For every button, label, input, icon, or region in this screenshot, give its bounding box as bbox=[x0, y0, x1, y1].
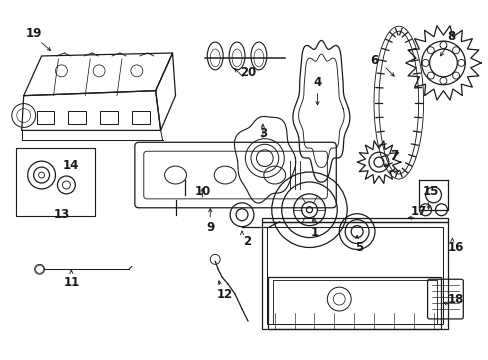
Text: 10: 10 bbox=[194, 185, 210, 198]
Text: 3: 3 bbox=[258, 127, 266, 140]
Text: 7: 7 bbox=[389, 149, 397, 162]
Text: 12: 12 bbox=[217, 288, 233, 301]
Text: 14: 14 bbox=[63, 159, 80, 172]
Text: 6: 6 bbox=[369, 54, 377, 67]
Bar bbox=[132, 111, 149, 125]
Text: 1: 1 bbox=[310, 226, 318, 239]
Bar bbox=[262, 222, 447, 329]
Text: 18: 18 bbox=[447, 293, 464, 306]
Bar bbox=[267, 277, 441, 329]
Text: 4: 4 bbox=[313, 76, 321, 89]
Bar bbox=[272, 280, 436, 324]
Text: 20: 20 bbox=[239, 66, 256, 79]
Bar bbox=[68, 111, 86, 125]
Text: 8: 8 bbox=[447, 30, 455, 42]
Text: 17: 17 bbox=[410, 205, 426, 218]
Text: 16: 16 bbox=[447, 241, 464, 254]
Text: 15: 15 bbox=[422, 185, 438, 198]
Text: 9: 9 bbox=[206, 221, 214, 234]
Text: 11: 11 bbox=[63, 276, 80, 289]
Bar bbox=[100, 111, 118, 125]
Bar bbox=[37, 111, 54, 125]
Text: 2: 2 bbox=[243, 235, 250, 248]
Bar bbox=[16, 148, 95, 216]
Bar bbox=[266, 227, 443, 324]
Text: 19: 19 bbox=[25, 27, 42, 40]
Bar bbox=[262, 218, 447, 222]
Text: 5: 5 bbox=[354, 241, 363, 254]
Text: 13: 13 bbox=[53, 208, 69, 221]
